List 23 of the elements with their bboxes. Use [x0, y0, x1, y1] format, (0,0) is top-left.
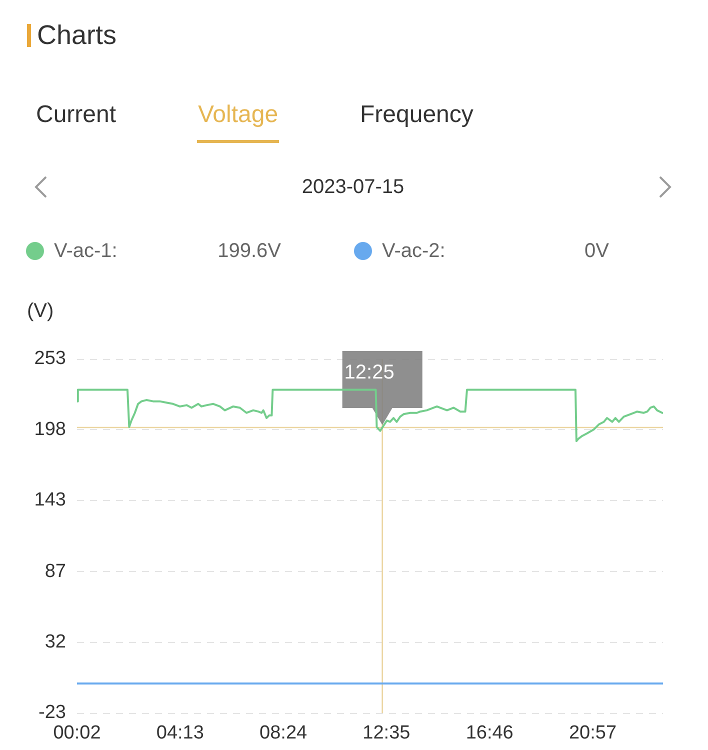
- legend-label: V-ac-1:: [54, 239, 118, 263]
- legend-label: V-ac-2:: [382, 239, 446, 263]
- x-tick-label: 00:02: [53, 722, 101, 744]
- ref-line-label: 12:25: [344, 362, 394, 384]
- text: 199.6V: [218, 240, 281, 262]
- x-tick-label: 04:13: [156, 722, 204, 744]
- y-tick-label: 143: [34, 489, 66, 510]
- text: Voltage: [197, 100, 280, 143]
- x-tick-label: 20:57: [568, 722, 617, 744]
- y-tick-label: 253: [34, 348, 66, 370]
- y-tick-label: -23: [38, 702, 66, 724]
- y-axis-title: (V): [27, 299, 54, 323]
- text: Current: [35, 100, 118, 130]
- text: 0V: [584, 240, 609, 262]
- chart-title: Charts: [37, 19, 117, 51]
- text: Frequency: [359, 100, 474, 130]
- x-tick-label: 16:46: [466, 722, 514, 744]
- y-tick-label: 87: [44, 561, 66, 582]
- y-tick-label: 32: [44, 632, 66, 653]
- x-tick-label: 12:35: [362, 722, 410, 744]
- x-tick-label: 08:24: [260, 722, 308, 744]
- y-tick-label: 198: [34, 418, 66, 440]
- chart-subtitle: 2023-07-15: [300, 175, 406, 199]
